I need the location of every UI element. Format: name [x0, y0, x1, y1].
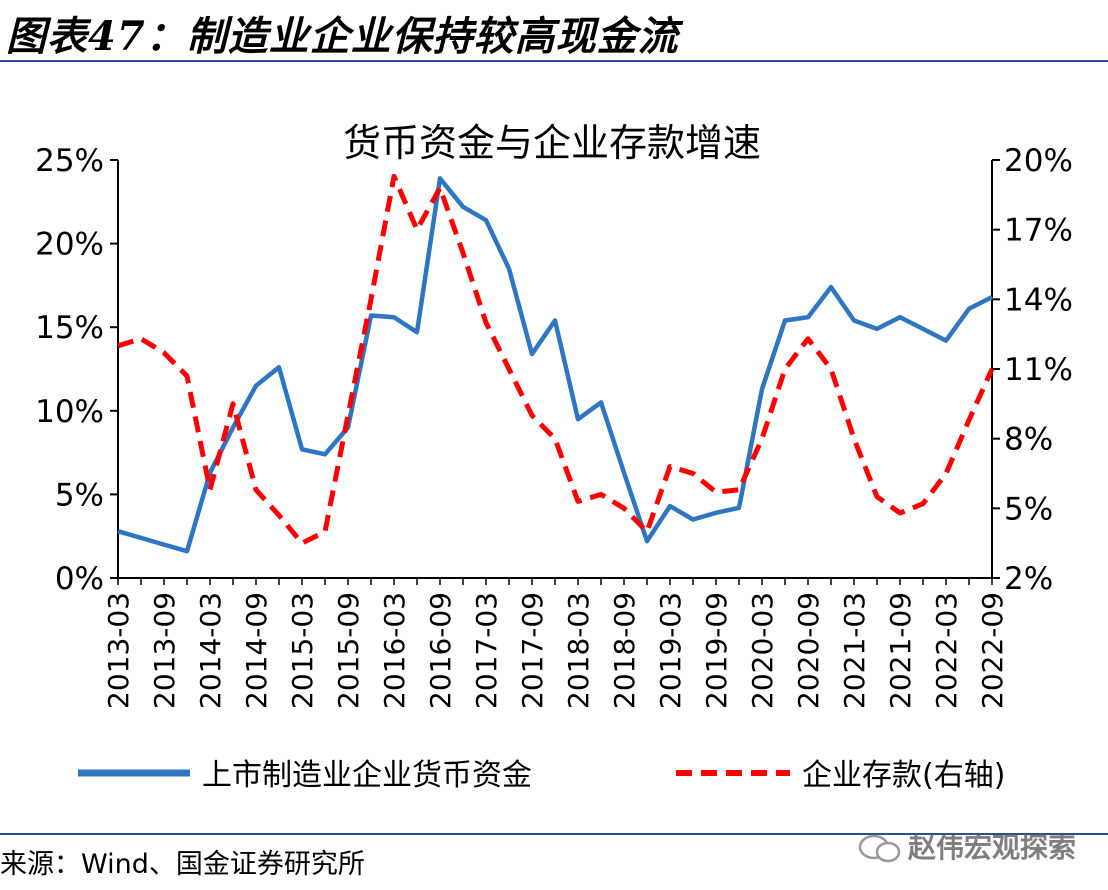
right-tick-label: 17% — [1004, 213, 1073, 249]
legend-label-blue: 上市制造业企业货币资金 — [202, 758, 532, 793]
x-tick-label: 2014-09 — [240, 592, 273, 709]
left-tick-label: 25% — [35, 143, 104, 179]
x-tick-label: 2017-09 — [516, 592, 549, 709]
series-line-deposits — [117, 173, 995, 546]
x-axis-ticks: 2013-03 2013-09 2014-03 2014-09 2015-03 2015-… — [102, 578, 1009, 709]
top-rule — [0, 60, 1108, 62]
x-tick-label: 2013-09 — [148, 592, 181, 709]
left-tick-label: 5% — [55, 477, 104, 513]
legend-label-red: 企业存款(右轴) — [802, 758, 1005, 793]
left-tick-label: 20% — [35, 227, 104, 263]
left-axis-ticks: 0% 5% 10% 15% 20% 25% — [35, 143, 118, 597]
x-tick-label: 2015-03 — [286, 592, 319, 709]
x-tick-label: 2020-03 — [746, 592, 779, 709]
right-tick-label: 2% — [1004, 561, 1053, 597]
left-tick-label: 10% — [35, 394, 104, 430]
series-layer — [117, 173, 995, 554]
bottom-rule — [0, 833, 1108, 835]
x-tick-label: 2016-03 — [378, 592, 411, 709]
x-tick-label: 2020-09 — [792, 592, 825, 709]
x-tick-label: 2019-09 — [700, 592, 733, 709]
x-tick-label: 2017-03 — [470, 592, 503, 709]
left-tick-label: 15% — [35, 310, 104, 346]
right-tick-label: 11% — [1004, 352, 1073, 388]
x-tick-label: 2016-09 — [424, 592, 457, 709]
watermark: 赵伟宏观探索 — [858, 826, 1076, 866]
right-tick-label: 8% — [1004, 422, 1053, 458]
watermark-text: 赵伟宏观探索 — [907, 831, 1076, 864]
x-tick-label: 2021-03 — [838, 592, 871, 709]
figure-title: 图表47：制造业企业保持较高现金流 — [6, 13, 679, 60]
right-axis-ticks: 2% 5% 8% 11% 14% 17% 20% — [992, 143, 1073, 597]
right-tick-label: 20% — [1004, 143, 1073, 179]
x-tick-label: 2013-03 — [102, 592, 135, 709]
x-tick-label: 2018-03 — [562, 592, 595, 709]
series-line-cash — [117, 176, 994, 554]
left-tick-label: 0% — [55, 561, 104, 597]
right-tick-label: 14% — [1004, 282, 1073, 318]
x-tick-label: 2014-03 — [194, 592, 227, 709]
x-tick-label: 2022-09 — [976, 592, 1009, 709]
x-tick-label: 2022-03 — [930, 592, 963, 709]
legend: 上市制造业企业货币资金 企业存款(右轴) — [78, 758, 1005, 793]
axes — [117, 160, 993, 579]
right-tick-label: 5% — [1004, 491, 1053, 527]
x-tick-label: 2018-09 — [608, 592, 641, 709]
line-chart: 货币资金与企业存款增速 0% 5% 10% 15% 20% 25% 2% 5% 8% 11% 14… — [35, 121, 1073, 793]
source-note: 来源：Wind、国金证券研究所 — [0, 849, 365, 880]
x-tick-label: 2019-03 — [654, 592, 687, 709]
x-tick-label: 2015-09 — [332, 592, 365, 709]
x-tick-label: 2021-09 — [884, 592, 917, 709]
wechat-icon — [858, 834, 901, 863]
chart-title: 货币资金与企业存款增速 — [343, 121, 761, 165]
